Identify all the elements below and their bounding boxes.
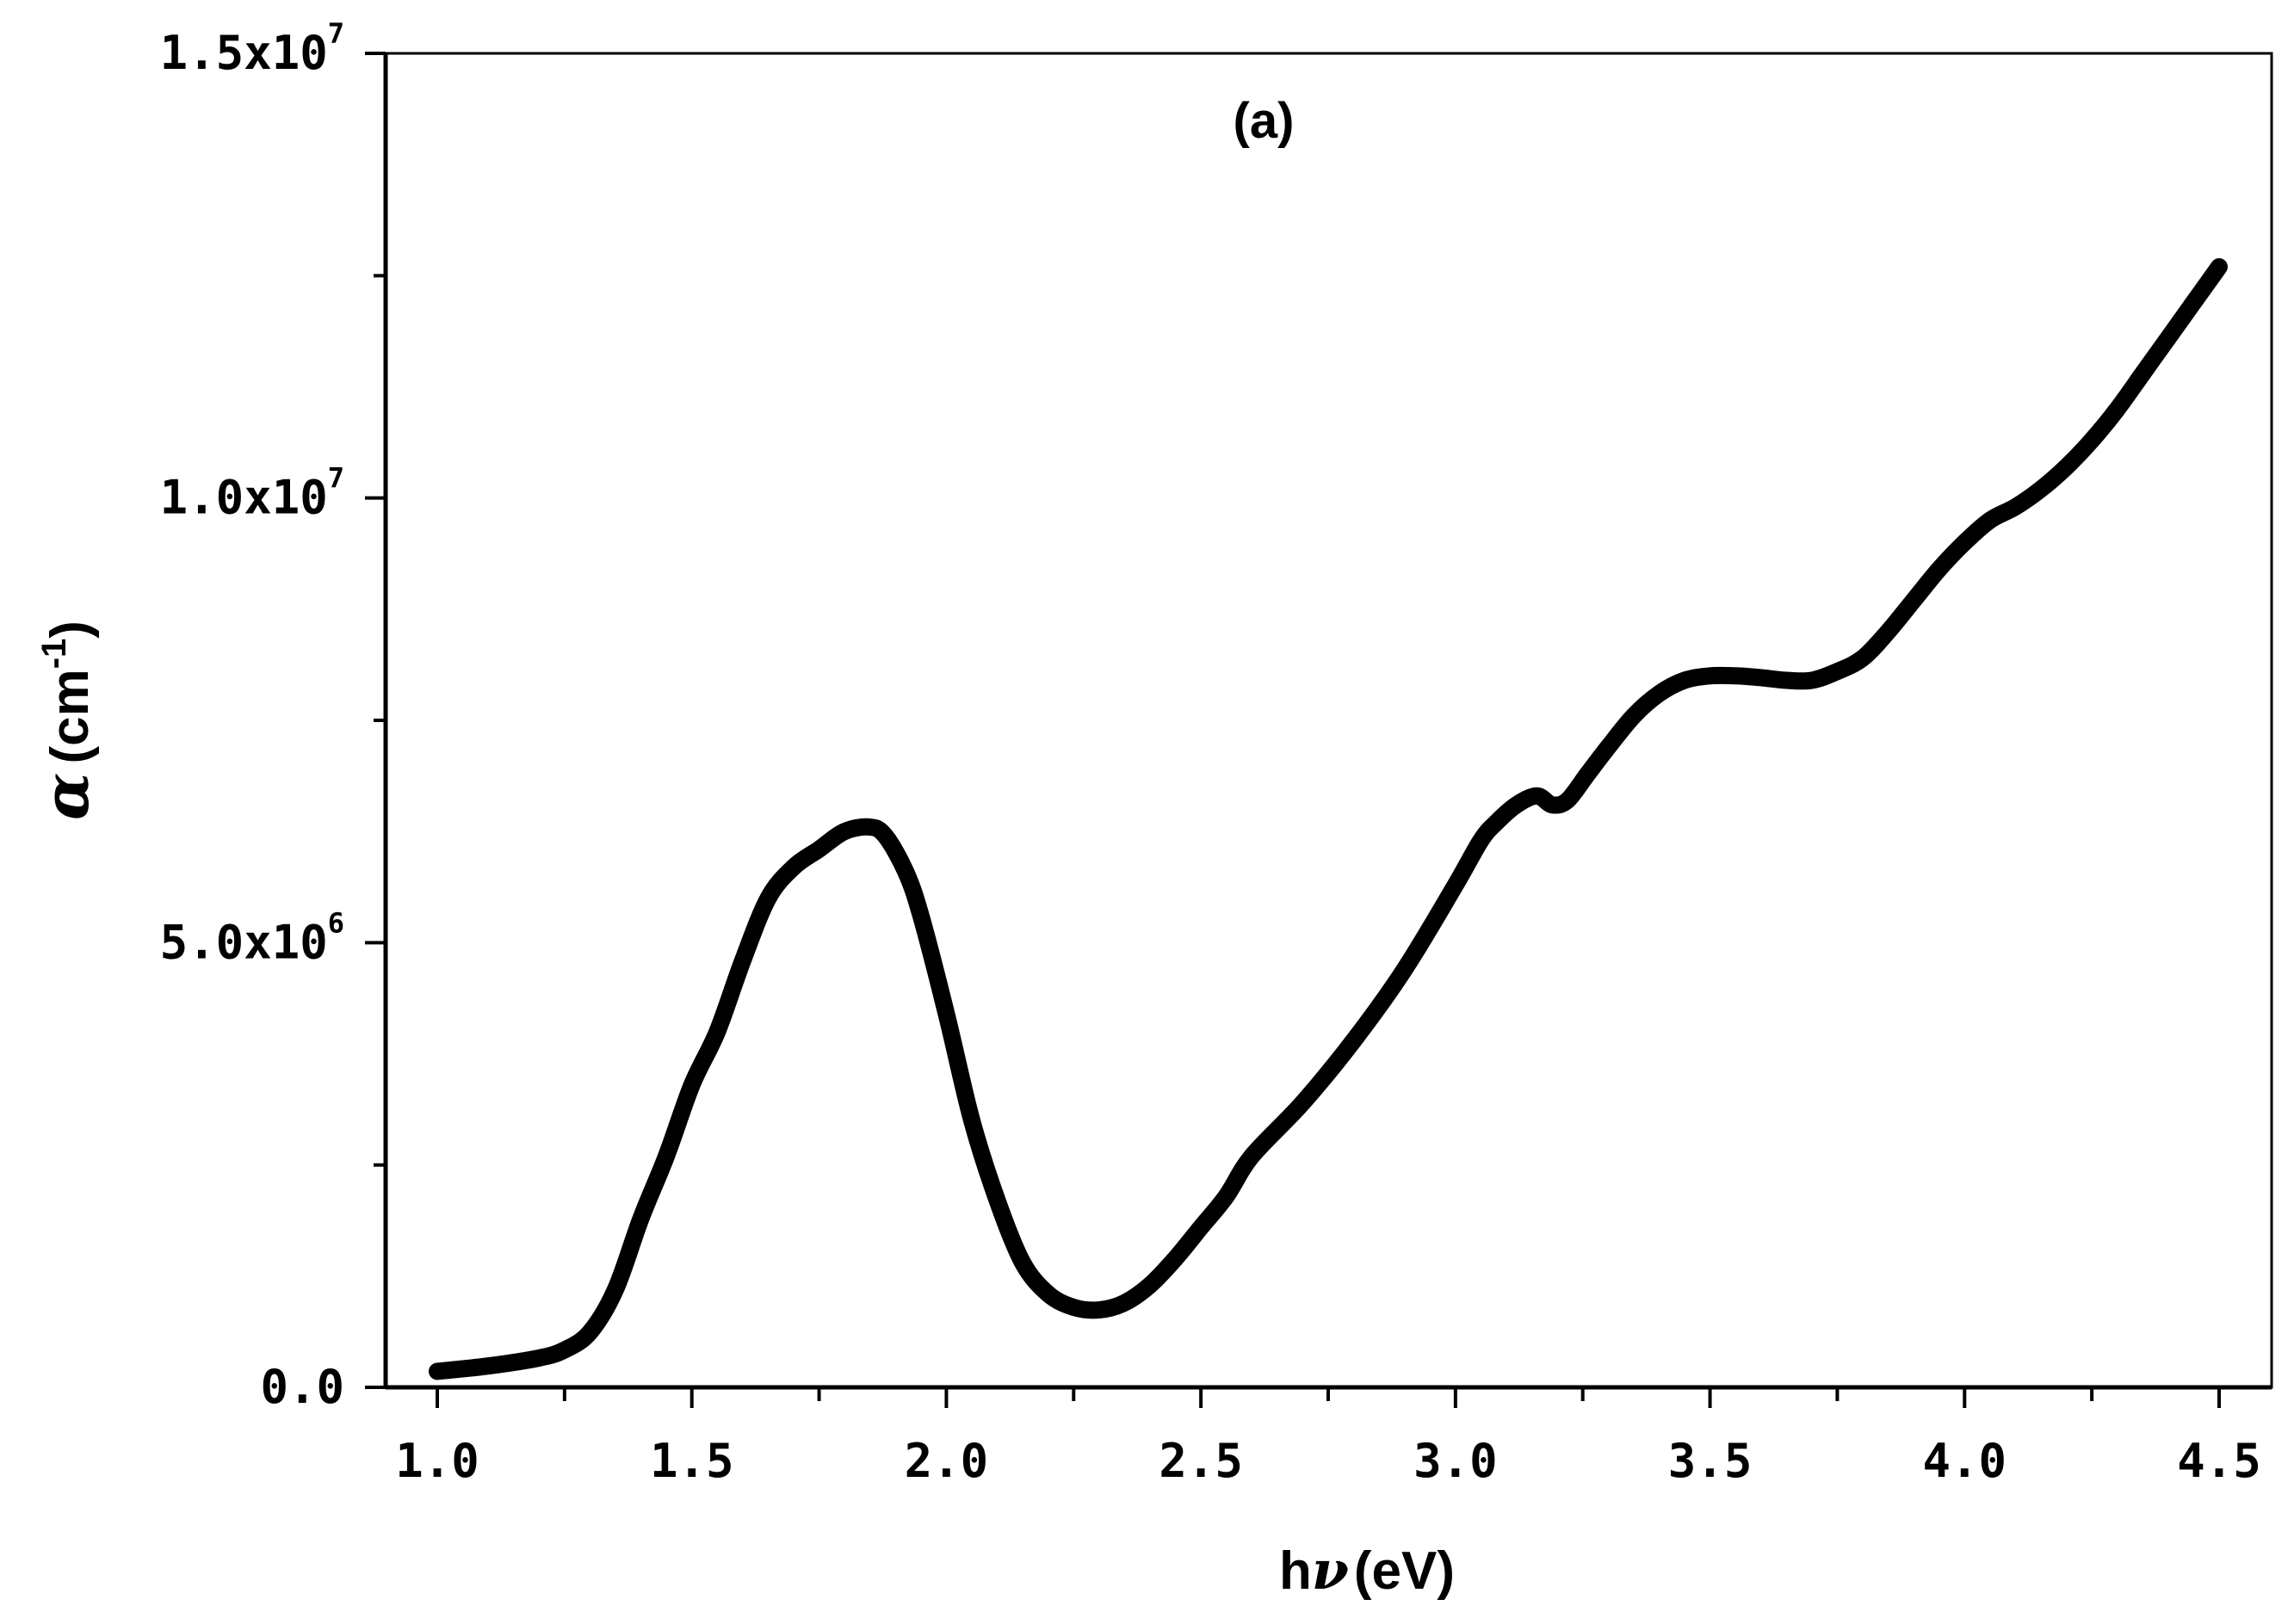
y-tick-label: 1.0x107 xyxy=(160,462,344,525)
x-tick-label: 1.5 xyxy=(650,1434,734,1488)
y-tick-exponent: 7 xyxy=(328,462,344,495)
x-tick-label: 2.5 xyxy=(1159,1434,1243,1488)
y-tick-label: 5.0x106 xyxy=(160,906,344,969)
y-axis-title-unit: (cm xyxy=(40,669,100,763)
x-tick-label: 4.5 xyxy=(2177,1434,2261,1488)
series-line-alpha xyxy=(429,258,2228,1380)
y-tick-label: 1.5x107 xyxy=(160,17,344,80)
x-axis-title-symbol: h xyxy=(1279,1541,1312,1601)
y-axis-title-unit-close: ) xyxy=(40,621,100,639)
x-axis-title-greek: ν xyxy=(1312,1539,1349,1602)
y-axis-title-symbol: α xyxy=(29,773,102,820)
y-tick-exponent: 6 xyxy=(328,906,344,939)
y-tick-exponent: 7 xyxy=(328,17,344,50)
y-axis-title-unit-exponent: -1 xyxy=(35,639,73,670)
y-axis-ticks: 0.0 5.0x106 1.0x107 1.5x107 xyxy=(160,17,386,1414)
panel-label: (a) xyxy=(1234,93,1295,149)
y-tick-label: 0.0 xyxy=(260,1360,344,1414)
x-tick-label: 3.5 xyxy=(1668,1434,1753,1488)
y-axis-title: α (cm-1) xyxy=(29,621,102,820)
x-axis-ticks: 1.0 1.5 2.0 2.5 3.0 3.5 4.0 4.5 xyxy=(395,1387,2261,1488)
plot-frame xyxy=(384,52,2273,1389)
x-axis-title: hν(eV) xyxy=(1279,1539,1455,1602)
x-tick-label: 2.0 xyxy=(905,1434,989,1488)
x-axis-title-unit: (eV) xyxy=(1354,1541,1455,1601)
x-tick-label: 3.0 xyxy=(1413,1434,1498,1488)
x-tick-label: 1.0 xyxy=(395,1434,479,1488)
x-tick-label: 4.0 xyxy=(1923,1434,2007,1488)
